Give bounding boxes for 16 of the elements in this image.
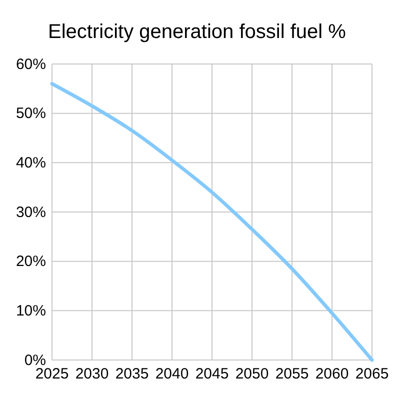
chart-title: Electricity generation fossil fuel % — [48, 21, 346, 43]
y-tick-label: 10% — [16, 302, 46, 320]
y-tick-label: 20% — [16, 253, 46, 270]
y-tick-label: 40% — [16, 154, 46, 172]
x-tick-label: 2065 — [355, 366, 389, 383]
y-tick-label: 50% — [16, 105, 46, 122]
x-tick-label: 2045 — [195, 366, 229, 383]
x-tick-label: 2055 — [275, 366, 309, 383]
x-tick-label: 2040 — [155, 366, 189, 383]
x-tick-label: 2035 — [115, 366, 149, 383]
y-tick-label: 60% — [16, 56, 46, 73]
line-series — [50, 82, 374, 362]
x-tick-label: 2050 — [235, 366, 269, 383]
x-tick-label: 2030 — [75, 366, 109, 383]
x-tick-label: 2060 — [315, 366, 349, 383]
y-tick-label: 30% — [16, 204, 46, 221]
